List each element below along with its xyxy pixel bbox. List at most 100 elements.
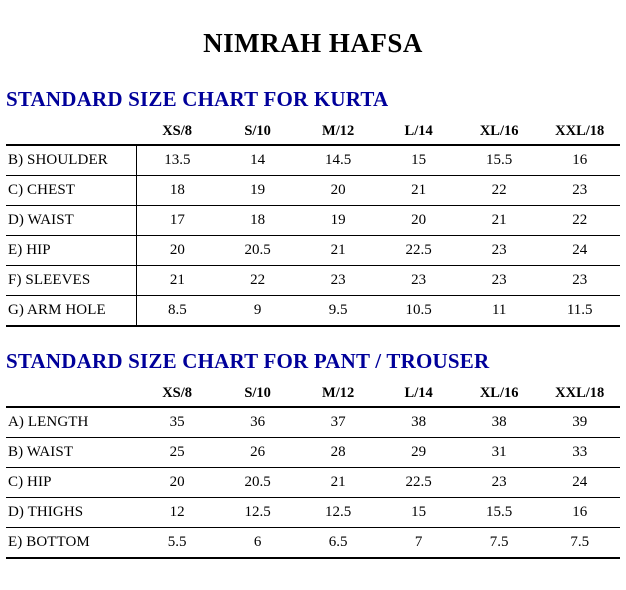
table-header-row: XS/8 S/10 M/12 L/14 XL/16 XXL/18 xyxy=(6,118,620,146)
cell-armhole-xl16: 11 xyxy=(458,295,540,327)
cell-thighs-xxl18: 16 xyxy=(539,497,620,528)
cell-waist-l14: 20 xyxy=(378,205,459,236)
cell-armhole-xs8: 8.5 xyxy=(136,295,218,327)
kurta-size-table: XS/8 S/10 M/12 L/14 XL/16 XXL/18 B) SHOU… xyxy=(6,118,620,327)
column-header-xl16: XL/16 xyxy=(458,380,540,408)
cell-sleeves-xxl18: 23 xyxy=(539,265,620,296)
row-label-arm-hole: G) ARM HOLE xyxy=(6,295,138,327)
column-header-xxl18: XXL/18 xyxy=(539,118,620,146)
column-header-xxl18: XXL/18 xyxy=(539,380,620,408)
cell-shoulder-l14: 15 xyxy=(378,145,459,176)
row-label-waist: D) WAIST xyxy=(6,205,138,236)
cell-hip-xs8: 20 xyxy=(136,467,218,498)
cell-waist-m12: 28 xyxy=(297,437,379,468)
column-header-blank xyxy=(6,380,137,408)
cell-armhole-s10: 9 xyxy=(217,295,298,327)
cell-sleeves-xl16: 23 xyxy=(458,265,540,296)
cell-length-m12: 37 xyxy=(297,407,379,438)
table-row: B) WAIST 25 26 28 29 31 33 xyxy=(6,437,620,468)
column-header-blank xyxy=(6,118,137,146)
cell-thighs-m12: 12.5 xyxy=(297,497,379,528)
cell-hip-xs8: 20 xyxy=(136,235,218,266)
kurta-table-header: XS/8 S/10 M/12 L/14 XL/16 XXL/18 xyxy=(6,118,620,146)
row-label-thighs: D) THIGHS xyxy=(6,497,137,528)
column-header-xs8: XS/8 xyxy=(136,118,218,146)
row-label-chest: C) CHEST xyxy=(6,175,138,206)
pant-size-table: XS/8 S/10 M/12 L/14 XL/16 XXL/18 A) LENG… xyxy=(6,380,620,559)
cell-waist-s10: 26 xyxy=(217,437,298,468)
cell-chest-s10: 19 xyxy=(217,175,298,206)
cell-length-xxl18: 39 xyxy=(539,407,620,438)
table-row: E) BOTTOM 5.5 6 6.5 7 7.5 7.5 xyxy=(6,527,620,559)
row-label-bottom: E) BOTTOM xyxy=(6,527,137,559)
kurta-section-heading: STANDARD SIZE CHART FOR KURTA xyxy=(6,87,389,111)
row-label-shoulder: B) SHOULDER xyxy=(6,145,138,176)
cell-hip-m12: 21 xyxy=(297,235,379,266)
cell-hip-xxl18: 24 xyxy=(539,467,620,498)
pant-section-heading: STANDARD SIZE CHART FOR PANT / TROUSER xyxy=(6,349,490,373)
cell-hip-l14: 22.5 xyxy=(378,467,459,498)
cell-bottom-l14: 7 xyxy=(378,527,459,559)
column-header-s10: S/10 xyxy=(217,380,298,408)
page-title: NIMRAH HAFSA xyxy=(203,28,423,58)
cell-waist-xxl18: 22 xyxy=(539,205,620,236)
cell-hip-m12: 21 xyxy=(297,467,379,498)
cell-waist-xl16: 31 xyxy=(458,437,540,468)
cell-hip-s10: 20.5 xyxy=(217,235,298,266)
cell-shoulder-xl16: 15.5 xyxy=(458,145,540,176)
column-header-m12: M/12 xyxy=(297,118,379,146)
cell-thighs-s10: 12.5 xyxy=(217,497,298,528)
cell-waist-s10: 18 xyxy=(217,205,298,236)
table-row: C) CHEST 18 19 20 21 22 23 xyxy=(6,175,620,206)
cell-armhole-xxl18: 11.5 xyxy=(539,295,620,327)
cell-waist-xl16: 21 xyxy=(458,205,540,236)
cell-hip-s10: 20.5 xyxy=(217,467,298,498)
cell-armhole-m12: 9.5 xyxy=(297,295,379,327)
table-row: A) LENGTH 35 36 37 38 38 39 xyxy=(6,407,620,438)
table-row: D) THIGHS 12 12.5 12.5 15 15.5 16 xyxy=(6,497,620,528)
column-header-m12: M/12 xyxy=(297,380,379,408)
cell-shoulder-m12: 14.5 xyxy=(297,145,379,176)
cell-chest-xl16: 22 xyxy=(458,175,540,206)
cell-thighs-xs8: 12 xyxy=(136,497,218,528)
cell-hip-xl16: 23 xyxy=(458,235,540,266)
cell-sleeves-xs8: 21 xyxy=(136,265,218,296)
cell-bottom-xxl18: 7.5 xyxy=(539,527,620,559)
pant-table-header: XS/8 S/10 M/12 L/14 XL/16 XXL/18 xyxy=(6,380,620,408)
cell-hip-l14: 22.5 xyxy=(378,235,459,266)
table-row: C) HIP 20 20.5 21 22.5 23 24 xyxy=(6,467,620,498)
cell-waist-xxl18: 33 xyxy=(539,437,620,468)
cell-hip-xl16: 23 xyxy=(458,467,540,498)
cell-bottom-xl16: 7.5 xyxy=(458,527,540,559)
cell-thighs-xl16: 15.5 xyxy=(458,497,540,528)
cell-length-s10: 36 xyxy=(217,407,298,438)
cell-sleeves-l14: 23 xyxy=(378,265,459,296)
column-header-xs8: XS/8 xyxy=(136,380,218,408)
table-row: E) HIP 20 20.5 21 22.5 23 24 xyxy=(6,235,620,266)
row-label-sleeves: F) SLEEVES xyxy=(6,265,138,296)
cell-waist-m12: 19 xyxy=(297,205,379,236)
column-header-l14: L/14 xyxy=(378,380,459,408)
cell-shoulder-xs8: 13.5 xyxy=(136,145,218,176)
cell-length-l14: 38 xyxy=(378,407,459,438)
cell-thighs-l14: 15 xyxy=(378,497,459,528)
cell-chest-l14: 21 xyxy=(378,175,459,206)
cell-hip-xxl18: 24 xyxy=(539,235,620,266)
row-label-length: A) LENGTH xyxy=(6,407,137,438)
cell-sleeves-s10: 22 xyxy=(217,265,298,296)
cell-waist-l14: 29 xyxy=(378,437,459,468)
cell-bottom-s10: 6 xyxy=(217,527,298,559)
table-header-row: XS/8 S/10 M/12 L/14 XL/16 XXL/18 xyxy=(6,380,620,408)
pant-table-body: A) LENGTH 35 36 37 38 38 39 B) WAIST 25 … xyxy=(6,407,620,559)
column-header-l14: L/14 xyxy=(378,118,459,146)
cell-chest-xxl18: 23 xyxy=(539,175,620,206)
row-label-hip: C) HIP xyxy=(6,467,137,498)
column-header-s10: S/10 xyxy=(217,118,298,146)
table-row: F) SLEEVES 21 22 23 23 23 23 xyxy=(6,265,620,296)
cell-length-xl16: 38 xyxy=(458,407,540,438)
table-row: D) WAIST 17 18 19 20 21 22 xyxy=(6,205,620,236)
cell-shoulder-xxl18: 16 xyxy=(539,145,620,176)
row-label-waist: B) WAIST xyxy=(6,437,137,468)
cell-length-xs8: 35 xyxy=(136,407,218,438)
